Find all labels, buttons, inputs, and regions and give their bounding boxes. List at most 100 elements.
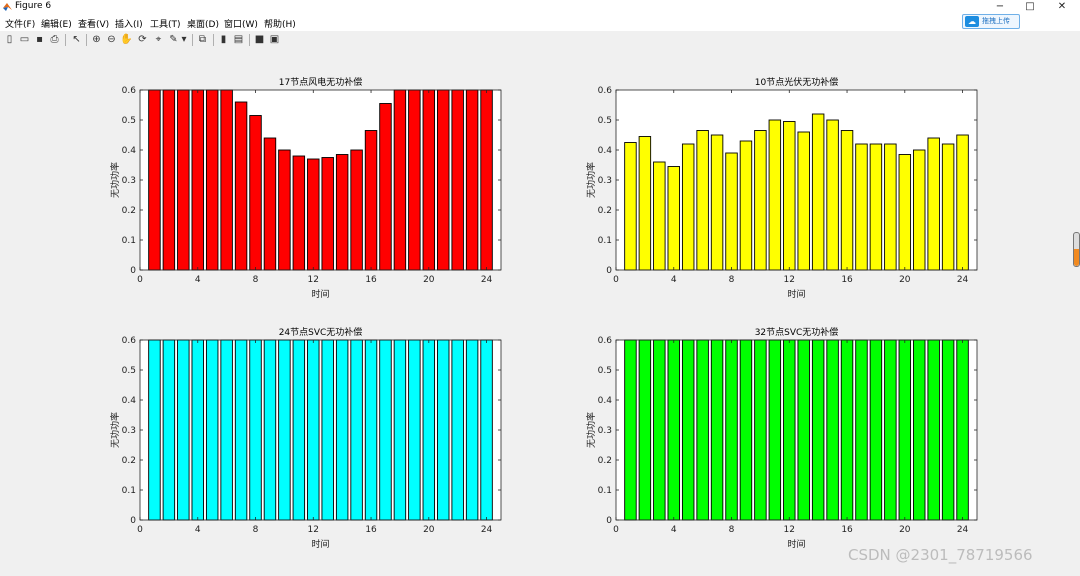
bar: [855, 339, 868, 521]
x-tick-label: 16: [841, 525, 853, 535]
bar: [465, 339, 479, 521]
bar: [696, 339, 709, 521]
pan-icon[interactable]: ✋: [120, 34, 133, 45]
chart-title: 10节点光伏无功补偿: [755, 76, 838, 88]
scroll-handle[interactable]: [1073, 232, 1080, 267]
dropdown-arrow-icon[interactable]: ▾: [181, 34, 187, 45]
window-title: Figure 6: [15, 1, 52, 11]
bar: [422, 339, 436, 521]
x-tick-label: 12: [308, 525, 319, 535]
bar: [408, 339, 421, 521]
y-tick-label: 0.3: [122, 176, 136, 186]
bar: [162, 89, 176, 271]
x-tick-label: 12: [308, 275, 319, 285]
bar: [335, 339, 349, 521]
brush-icon[interactable]: ✎: [169, 34, 178, 45]
bar: [869, 339, 883, 521]
x-tick-label: 8: [729, 275, 735, 285]
cloud-icon: ☁: [965, 16, 979, 27]
hide-tools-icon[interactable]: ■: [254, 34, 265, 45]
bar: [177, 339, 190, 521]
bar: [451, 339, 464, 521]
bar: [681, 143, 695, 271]
y-tick-label: 0.3: [122, 426, 136, 436]
print-icon[interactable]: ⎙: [50, 34, 59, 45]
bar: [379, 339, 392, 521]
bar: [364, 130, 378, 271]
link-plot-icon[interactable]: ⧉: [198, 34, 207, 45]
menu-desktop[interactable]: 桌面(D): [187, 20, 219, 30]
legend-icon[interactable]: ▤: [233, 34, 244, 45]
data-cursor-icon[interactable]: ⌖: [155, 34, 162, 45]
chart-4: 0 4 8 12 16 20 24 0 0.1 0.2 0.3 0.4 0.5 0.6 32节点SVC无功补…: [585, 326, 978, 550]
bar: [408, 89, 421, 271]
bar: [696, 130, 709, 271]
bar: [710, 134, 724, 271]
bar: [783, 121, 796, 271]
dock-icon[interactable]: ▣: [269, 34, 280, 45]
bar: [898, 154, 912, 271]
y-tick-label: 0.2: [598, 206, 612, 216]
bar: [638, 136, 652, 271]
menu-edit[interactable]: 编辑(E): [41, 20, 72, 30]
y-tick-label: 0: [130, 266, 136, 276]
x-tick-label: 16: [365, 275, 377, 285]
menu-insert[interactable]: 插入(I): [115, 20, 143, 30]
bar: [725, 339, 738, 521]
bar: [205, 339, 219, 521]
bar: [768, 339, 782, 521]
y-tick-label: 0.2: [122, 206, 136, 216]
toolbar-separator: [192, 34, 193, 46]
y-tick-label: 0.6: [122, 86, 137, 96]
bar: [797, 339, 810, 521]
y-tick-label: 0.5: [122, 366, 136, 376]
rotate-icon[interactable]: ⟳: [138, 34, 147, 45]
menu-help[interactable]: 帮助(H): [264, 20, 296, 30]
maximize-button[interactable]: □: [1025, 1, 1035, 12]
x-axis-label: 时间: [787, 538, 805, 550]
x-tick-label: 20: [899, 525, 911, 535]
bar: [653, 339, 666, 521]
menu-bar: 文件(F) 编辑(E) 查看(V) 插入(I) 工具(T) 桌面(D) 窗口(W…: [0, 14, 1080, 31]
bar: [437, 339, 450, 521]
bar: [811, 339, 825, 521]
menu-view[interactable]: 查看(V): [78, 20, 110, 30]
close-button[interactable]: ✕: [1057, 1, 1067, 12]
bar: [754, 130, 767, 271]
colorbar-icon[interactable]: ▮: [220, 34, 227, 45]
pointer-icon[interactable]: ↖: [72, 34, 81, 45]
y-axis-label: 无功功率: [109, 412, 121, 448]
bar: [177, 89, 190, 271]
zoom-out-icon[interactable]: ⊖: [107, 34, 116, 45]
zoom-in-icon[interactable]: ⊕: [92, 34, 101, 45]
bar: [754, 339, 767, 521]
bar: [898, 339, 912, 521]
x-tick-label: 4: [195, 275, 201, 285]
drag-upload-button[interactable]: ☁ 拖拽上传: [962, 14, 1020, 29]
open-file-icon[interactable]: ▭: [19, 34, 30, 45]
save-icon[interactable]: ▪: [36, 34, 43, 45]
x-tick-label: 8: [253, 275, 259, 285]
x-tick-label: 20: [423, 525, 435, 535]
x-tick-label: 24: [957, 275, 969, 285]
chart-3: 0 4 8 12 16 20 24 0 0.1 0.2 0.3 0.4 0.5 0.6 24节点SVC无功补…: [109, 326, 502, 550]
chart-title: 24节点SVC无功补偿: [279, 326, 363, 338]
plots-svg: 0 4 8 12 16 20 24 0 0.1 0.2 0.3 0.4 0.5 0.6 17节点风电无功补偿…: [109, 76, 978, 550]
bar: [667, 166, 680, 271]
x-axis-label: 时间: [311, 288, 329, 300]
x-tick-label: 0: [137, 525, 143, 535]
bar: [234, 339, 248, 521]
x-tick-label: 20: [423, 275, 435, 285]
bar: [667, 339, 680, 521]
x-tick-label: 24: [957, 525, 969, 535]
chart-1: 0 4 8 12 16 20 24 0 0.1 0.2 0.3 0.4 0.5 0.6 17节点风电无功补偿…: [109, 76, 502, 300]
menu-file[interactable]: 文件(F): [5, 20, 36, 30]
menu-tools[interactable]: 工具(T): [150, 20, 181, 30]
y-tick-label: 0.5: [122, 116, 136, 126]
x-tick-label: 8: [253, 525, 259, 535]
bar: [148, 339, 161, 521]
menu-window[interactable]: 窗口(W): [224, 20, 258, 30]
new-figure-icon[interactable]: ▯: [6, 34, 13, 45]
minimize-button[interactable]: −: [995, 1, 1005, 12]
x-tick-label: 16: [365, 525, 377, 535]
